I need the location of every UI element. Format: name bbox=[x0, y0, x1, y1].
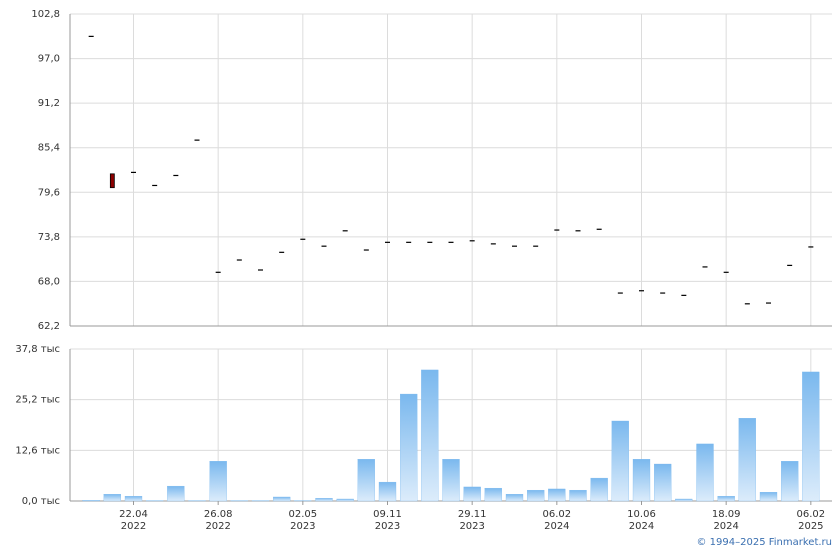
volume-bar bbox=[421, 369, 439, 502]
x-tick-label: 06.02 bbox=[797, 509, 826, 520]
x-tick-year: 2022 bbox=[121, 521, 146, 532]
x-tick-label: 02.05 bbox=[289, 509, 318, 520]
price-tick bbox=[279, 251, 285, 253]
price-tick bbox=[215, 271, 221, 273]
price-tick bbox=[533, 245, 539, 247]
volume-bar bbox=[548, 488, 566, 502]
volume-bar bbox=[632, 459, 651, 502]
price-tick bbox=[766, 302, 771, 304]
price-tick bbox=[321, 245, 327, 247]
price-tick bbox=[300, 238, 306, 240]
y-tick-label: 79,6 bbox=[38, 187, 60, 198]
y-tick-label: 62,2 bbox=[38, 321, 60, 332]
x-tick-label: 09.11 bbox=[373, 509, 402, 520]
volume-bar bbox=[802, 371, 820, 502]
x-tick-label: 26.08 bbox=[204, 509, 233, 520]
x-tick-year: 2024 bbox=[629, 521, 654, 532]
volume-bar bbox=[781, 461, 799, 502]
volume-bar bbox=[717, 496, 735, 502]
price-tick bbox=[787, 264, 793, 266]
volume-bar bbox=[611, 420, 629, 502]
price-tick bbox=[258, 269, 263, 271]
x-tick-label: 29.11 bbox=[458, 509, 487, 520]
price-tick bbox=[723, 271, 729, 273]
price-tick bbox=[639, 290, 644, 292]
price-tick bbox=[512, 245, 517, 247]
volume-bar bbox=[167, 485, 185, 502]
price-tick bbox=[744, 303, 750, 305]
volume-bar bbox=[505, 494, 524, 502]
price-tick bbox=[469, 240, 475, 242]
y-tick-label: 12,6 тыс bbox=[15, 445, 60, 456]
price-tick bbox=[406, 241, 412, 243]
x-tick-year: 2023 bbox=[459, 521, 484, 532]
volume-bar bbox=[315, 498, 333, 502]
y-tick-label: 85,4 bbox=[38, 143, 60, 154]
price-tick bbox=[173, 174, 179, 177]
price-tick bbox=[342, 230, 348, 232]
price-tick bbox=[660, 292, 666, 294]
price-tick bbox=[236, 259, 242, 261]
x-tick-year: 2025 bbox=[798, 521, 823, 532]
price-tick bbox=[385, 241, 390, 243]
volume-bar bbox=[675, 498, 693, 502]
x-tick-label: 18.09 bbox=[712, 509, 741, 520]
volume-bar bbox=[378, 481, 397, 502]
x-tick-year: 2023 bbox=[290, 521, 315, 532]
price-tick bbox=[131, 171, 136, 174]
price-tick bbox=[448, 241, 454, 243]
volume-bar bbox=[357, 459, 375, 502]
price-tick bbox=[702, 266, 708, 268]
volume-bar bbox=[484, 487, 502, 502]
volume-bar bbox=[209, 461, 227, 502]
price-tick bbox=[194, 139, 200, 141]
price-tick bbox=[490, 243, 496, 245]
y-tick-label: 0,0 тыс bbox=[22, 496, 60, 507]
volume-bar bbox=[400, 393, 418, 502]
price-tick bbox=[363, 249, 369, 251]
y-tick-label: 97,0 bbox=[38, 54, 60, 65]
volume-bar bbox=[590, 477, 608, 502]
price-tick bbox=[808, 246, 814, 248]
x-tick-label: 06.02 bbox=[543, 509, 572, 520]
x-tick-label: 10.06 bbox=[627, 509, 656, 520]
price-tick bbox=[554, 229, 560, 231]
y-tick-label: 73,8 bbox=[38, 232, 60, 243]
price-tick bbox=[617, 292, 623, 294]
volume-bar bbox=[696, 443, 714, 502]
candle bbox=[109, 173, 115, 189]
volume-bar bbox=[759, 492, 778, 502]
footer: © 1994–2025 Finmarket.ru bbox=[696, 537, 832, 548]
volume-bar bbox=[103, 494, 121, 502]
y-tick-label: 102,8 bbox=[31, 9, 60, 20]
price-tick bbox=[575, 230, 581, 232]
volume-bar bbox=[738, 418, 756, 502]
price-tick bbox=[152, 184, 158, 187]
price-tick bbox=[88, 35, 94, 37]
price-tick bbox=[427, 241, 433, 243]
y-tick-label: 37,8 тыс bbox=[15, 344, 60, 355]
x-tick-year: 2022 bbox=[205, 521, 230, 532]
x-tick-year: 2024 bbox=[713, 521, 738, 532]
y-tick-label: 91,2 bbox=[38, 98, 60, 109]
x-tick-year: 2023 bbox=[375, 521, 400, 532]
volume-bar bbox=[336, 498, 354, 502]
x-tick-label: 22.04 bbox=[119, 509, 148, 520]
price-tick bbox=[681, 294, 687, 296]
price-tick bbox=[596, 228, 602, 230]
y-tick-label: 25,2 тыс bbox=[15, 395, 60, 406]
volume-bar bbox=[442, 459, 460, 502]
volume-bar bbox=[527, 489, 545, 502]
volume-bar bbox=[82, 500, 100, 502]
volume-bar bbox=[569, 489, 587, 502]
volume-bar bbox=[463, 486, 481, 502]
x-tick-year: 2024 bbox=[544, 521, 569, 532]
y-tick-label: 68,0 bbox=[38, 276, 60, 287]
volume-bar bbox=[273, 496, 291, 502]
volume-bar bbox=[124, 496, 143, 502]
volume-bar bbox=[654, 463, 672, 502]
